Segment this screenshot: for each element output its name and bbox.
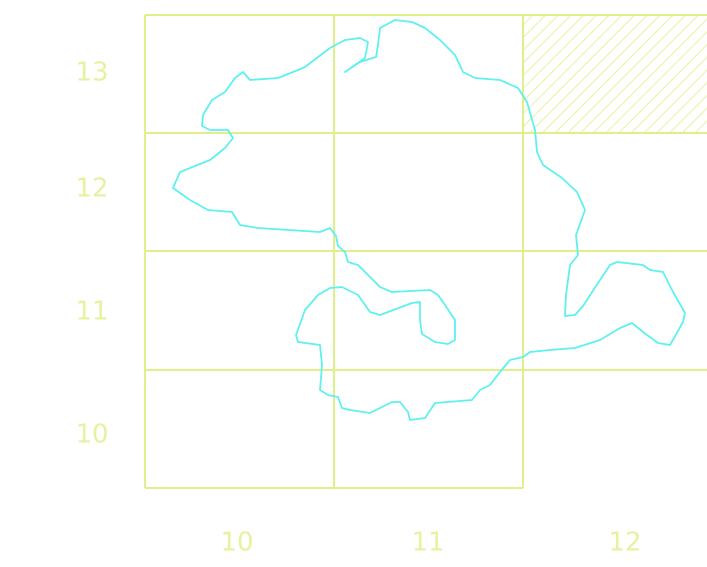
row-label: 10 bbox=[75, 420, 108, 450]
column-label: 12 bbox=[608, 528, 641, 558]
column-label: 10 bbox=[220, 528, 253, 558]
row-label: 12 bbox=[75, 174, 108, 204]
outline bbox=[172, 19, 686, 421]
column-label: 11 bbox=[411, 528, 444, 558]
hatched-cell bbox=[523, 15, 707, 133]
row-label: 11 bbox=[75, 297, 108, 327]
row-label: 13 bbox=[75, 58, 108, 88]
grid bbox=[144, 14, 707, 489]
